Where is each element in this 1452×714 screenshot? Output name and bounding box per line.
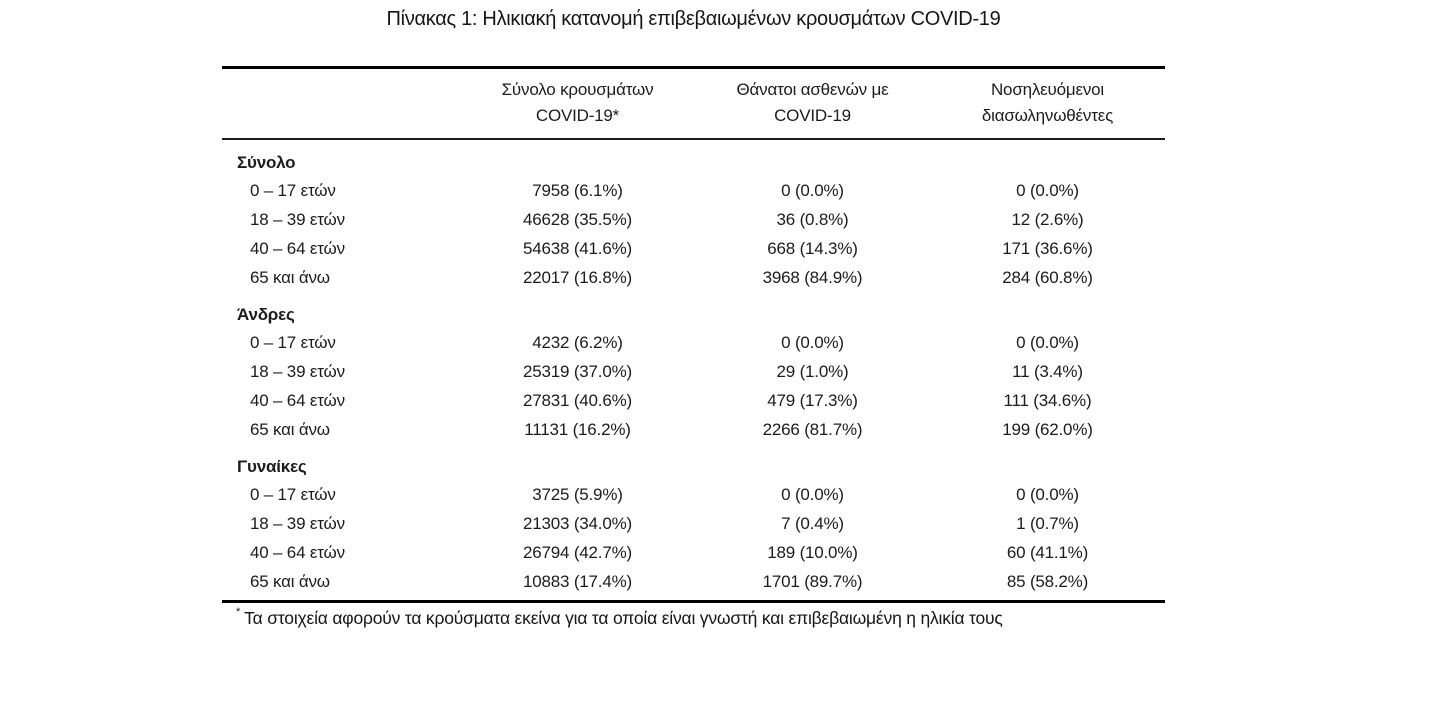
intubated-value: 85 (58.2%) xyxy=(1006,571,1089,591)
age-label: 40 – 64 ετών xyxy=(250,542,345,562)
table-row: 0 – 17 ετών 4232 (6.2%) 0 (0.0%) 0 (0.0%… xyxy=(222,328,1165,357)
cases-value: 4232 (6.2%) xyxy=(532,332,623,352)
table-row: 40 – 64 ετών 54638 (41.6%) 668 (14.3%) 1… xyxy=(222,234,1165,263)
column-header-cases: Σύνολο κρουσμάτων COVID-19* xyxy=(460,77,695,129)
deaths-value: 3968 (84.9%) xyxy=(762,267,863,287)
page-title: Πίνακας 1: Ηλικιακή κατανομή επιβεβαιωμέ… xyxy=(386,8,1001,30)
table-row: 65 και άνω 22017 (16.8%) 3968 (84.9%) 28… xyxy=(222,263,1165,292)
intubated-value: 60 (41.1%) xyxy=(1006,542,1089,562)
table-row: 18 – 39 ετών 21303 (34.0%) 7 (0.4%) 1 (0… xyxy=(222,509,1165,538)
intubated-value: 199 (62.0%) xyxy=(1002,419,1093,439)
age-label: 40 – 64 ετών xyxy=(250,390,345,410)
column-header-intubated-line1: Νοσηλευόμενοι xyxy=(990,80,1104,99)
age-label: 40 – 64 ετών xyxy=(250,238,345,258)
section-header-men: Άνδρες xyxy=(222,292,1165,328)
intubated-value: 1 (0.7%) xyxy=(1016,513,1079,533)
intubated-value: 284 (60.8%) xyxy=(1002,267,1093,287)
section-label: Σύνολο xyxy=(237,153,296,172)
age-label: 18 – 39 ετών xyxy=(250,209,345,229)
deaths-value: 1701 (89.7%) xyxy=(762,571,863,591)
intubated-value: 171 (36.6%) xyxy=(1002,238,1093,258)
deaths-value: 479 (17.3%) xyxy=(767,390,858,410)
column-header-cases-line1: Σύνολο κρουσμάτων xyxy=(501,80,654,99)
column-header-intubated-line2: διασωληνωθέντες xyxy=(981,106,1114,125)
intubated-value: 12 (2.6%) xyxy=(1011,209,1084,229)
table-row: 0 – 17 ετών 3725 (5.9%) 0 (0.0%) 0 (0.0%… xyxy=(222,480,1165,509)
age-distribution-table: Σύνολο κρουσμάτων COVID-19* Θάνατοι ασθε… xyxy=(222,66,1165,629)
cases-value: 7958 (6.1%) xyxy=(532,180,623,200)
deaths-value: 7 (0.4%) xyxy=(781,513,844,533)
cases-value: 26794 (42.7%) xyxy=(523,542,632,562)
intubated-value: 11 (3.4%) xyxy=(1012,361,1083,381)
age-label: 65 και άνω xyxy=(250,419,330,439)
cases-value: 10883 (17.4%) xyxy=(523,571,632,591)
cases-value: 21303 (34.0%) xyxy=(523,513,632,533)
table-header: Σύνολο κρουσμάτων COVID-19* Θάνατοι ασθε… xyxy=(222,69,1165,140)
deaths-value: 668 (14.3%) xyxy=(767,238,858,258)
table-row: 18 – 39 ετών 46628 (35.5%) 36 (0.8%) 12 … xyxy=(222,205,1165,234)
deaths-value: 2266 (81.7%) xyxy=(762,419,863,439)
deaths-value: 189 (10.0%) xyxy=(767,542,858,562)
footnote: * Τα στοιχεία αφορούν τα κρούσματα εκείνα… xyxy=(222,606,1165,629)
footnote-asterisk: * xyxy=(236,606,241,618)
footnote-text: Τα στοιχεία αφορούν τα κρούσματα εκείνα … xyxy=(244,608,1003,628)
section-header-women: Γυναίκες xyxy=(222,444,1165,480)
column-header-deaths: Θάνατοι ασθενών με COVID-19 xyxy=(695,77,930,129)
table-row: 18 – 39 ετών 25319 (37.0%) 29 (1.0%) 11 … xyxy=(222,357,1165,386)
table-body: Σύνολο 0 – 17 ετών 7958 (6.1%) 0 (0.0%) … xyxy=(222,140,1165,603)
deaths-value: 36 (0.8%) xyxy=(776,209,849,229)
table-row: 40 – 64 ετών 27831 (40.6%) 479 (17.3%) 1… xyxy=(222,386,1165,415)
intubated-value: 0 (0.0%) xyxy=(1016,332,1079,352)
intubated-value: 0 (0.0%) xyxy=(1016,180,1079,200)
deaths-value: 29 (1.0%) xyxy=(776,361,849,381)
table-row: 65 και άνω 11131 (16.2%) 2266 (81.7%) 19… xyxy=(222,415,1165,444)
cases-value: 25319 (37.0%) xyxy=(523,361,632,381)
column-header-cases-line2: COVID-19* xyxy=(535,106,620,125)
cases-value: 22017 (16.8%) xyxy=(523,267,632,287)
intubated-value: 0 (0.0%) xyxy=(1016,484,1079,504)
table-row: 40 – 64 ετών 26794 (42.7%) 189 (10.0%) 6… xyxy=(222,538,1165,567)
table-top-rule xyxy=(222,66,1165,69)
age-label: 18 – 39 ετών xyxy=(250,513,345,533)
age-label: 65 και άνω xyxy=(250,571,330,591)
intubated-value: 111 (34.6%) xyxy=(1003,390,1092,410)
age-label: 0 – 17 ετών xyxy=(250,180,336,200)
section-label: Γυναίκες xyxy=(237,457,307,476)
deaths-value: 0 (0.0%) xyxy=(781,484,844,504)
column-header-intubated: Νοσηλευόμενοι διασωληνωθέντες xyxy=(930,77,1165,129)
age-label: 18 – 39 ετών xyxy=(250,361,345,381)
column-header-deaths-line2: COVID-19 xyxy=(774,106,851,125)
column-header-deaths-line1: Θάνατοι ασθενών με xyxy=(736,80,889,99)
cases-value: 54638 (41.6%) xyxy=(523,238,632,258)
cases-value: 27831 (40.6%) xyxy=(523,390,632,410)
cases-value: 11131 (16.2%) xyxy=(524,419,631,439)
cases-value: 46628 (35.5%) xyxy=(523,209,632,229)
table-row: 65 και άνω 10883 (17.4%) 1701 (89.7%) 85… xyxy=(222,567,1165,596)
table-row: 0 – 17 ετών 7958 (6.1%) 0 (0.0%) 0 (0.0%… xyxy=(222,176,1165,205)
cases-value: 3725 (5.9%) xyxy=(532,484,623,504)
deaths-value: 0 (0.0%) xyxy=(781,180,844,200)
deaths-value: 0 (0.0%) xyxy=(781,332,844,352)
section-label: Άνδρες xyxy=(237,305,295,324)
age-label: 65 και άνω xyxy=(250,267,330,287)
section-header-total: Σύνολο xyxy=(222,140,1165,176)
age-label: 0 – 17 ετών xyxy=(250,484,336,504)
age-label: 0 – 17 ετών xyxy=(250,332,336,352)
